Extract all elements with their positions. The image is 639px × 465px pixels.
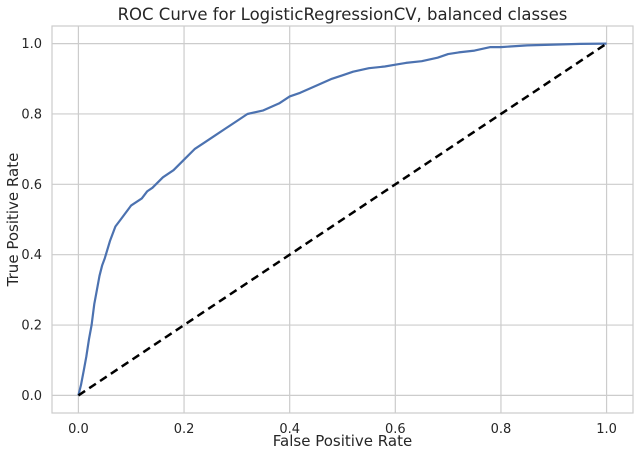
y-tick-label: 0.4 (21, 248, 42, 263)
chance-diagonal-line (77, 42, 608, 397)
y-tick-label: 0.0 (21, 389, 42, 404)
y-tick-label: 0.8 (21, 107, 42, 122)
series-layer (77, 42, 608, 397)
y-axis-label: True Positive Rate (4, 153, 22, 288)
x-tick-label: 0.6 (385, 422, 406, 437)
x-tick-label: 0.2 (174, 422, 195, 437)
plot-frame (51, 25, 634, 414)
x-tick-label: 1.0 (596, 422, 617, 437)
x-tick-label: 0.4 (279, 422, 300, 437)
x-axis-label: False Positive Rate (273, 432, 412, 450)
grid-lines (52, 26, 633, 413)
chart-title: ROC Curve for LogisticRegressionCV, bala… (118, 5, 568, 24)
y-tick-label: 1.0 (21, 37, 42, 52)
roc-curve-line (77, 42, 607, 396)
tick-labels: 0.0 0.2 0.4 0.6 0.8 1.0 0.0 0.2 0.4 0.6 0.8 1.0 (21, 37, 617, 437)
y-tick-label: 0.6 (21, 178, 42, 193)
x-tick-label: 0.8 (491, 422, 512, 437)
x-tick-label: 0.0 (68, 422, 89, 437)
y-tick-label: 0.2 (21, 319, 42, 334)
